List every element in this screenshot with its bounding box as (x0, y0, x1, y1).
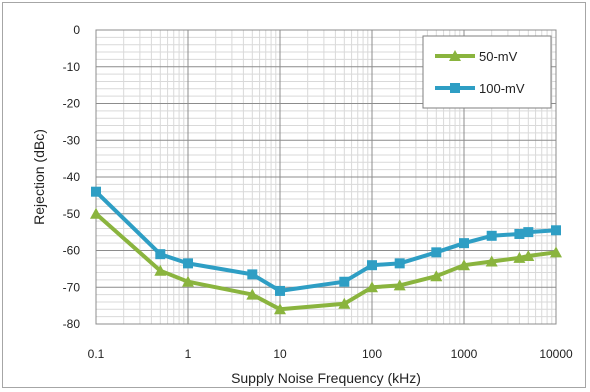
y-tick-label: -10 (63, 60, 81, 74)
data-point (366, 281, 378, 293)
legend-label: 50-mV (479, 49, 518, 64)
y-tick-label: -70 (63, 280, 81, 294)
x-tick-label: 1 (185, 347, 192, 361)
data-point (182, 275, 194, 287)
data-point (275, 285, 285, 296)
x-tick-label: 0.1 (88, 347, 105, 361)
data-point (154, 264, 167, 276)
data-point (458, 259, 470, 271)
data-point (90, 207, 102, 219)
y-tick-label: -20 (63, 97, 81, 111)
data-point (523, 227, 534, 238)
series-2 (91, 186, 561, 296)
x-axis-tick-labels: 0.1 1 10 100 1000 10000 (88, 347, 573, 361)
data-point (522, 250, 535, 262)
data-point (485, 255, 498, 267)
data-point (430, 270, 443, 282)
legend-label: 100-mV (479, 81, 525, 96)
legend-marker (450, 83, 460, 93)
data-point (393, 279, 406, 291)
y-axis-tick-labels: 0 -10 -20 -30 -40 -50 -60 -70 -80 (63, 23, 81, 331)
data-point (274, 303, 286, 315)
legend-marker (449, 50, 461, 61)
legend-box (422, 35, 552, 109)
y-tick-label: -80 (63, 317, 81, 331)
data-point (247, 269, 258, 280)
legend: 50-mV 100-mV (422, 35, 552, 109)
x-tick-label: 100 (362, 347, 382, 361)
y-tick-label: -30 (63, 133, 81, 147)
data-point (551, 225, 561, 236)
x-tick-label: 1000 (451, 347, 478, 361)
y-axis-title: Rejection (dBc) (31, 129, 47, 225)
series-line (94, 212, 557, 312)
x-tick-label: 10 (273, 347, 287, 361)
data-point (431, 247, 442, 258)
data-point (338, 297, 351, 309)
plot-border (95, 29, 557, 325)
data-point (486, 230, 497, 241)
data-point (246, 288, 259, 300)
data-point (183, 258, 193, 269)
data-point (155, 249, 166, 260)
data-point (513, 251, 526, 263)
y-tick-label: -40 (63, 170, 81, 184)
x-axis-title: Supply Noise Frequency (kHz) (231, 370, 421, 386)
data-point (394, 258, 405, 269)
y-tick-label: -60 (63, 244, 81, 258)
series-layer (90, 186, 562, 315)
data-point (459, 238, 469, 249)
data-point (367, 260, 377, 271)
y-tick-label: 0 (73, 23, 80, 37)
data-point (514, 228, 525, 239)
data-point (91, 186, 101, 197)
data-point (339, 276, 350, 287)
series-1 (90, 207, 562, 315)
data-point (550, 246, 562, 258)
y-tick-label: -50 (63, 207, 81, 221)
x-tick-label: 10000 (539, 347, 573, 361)
